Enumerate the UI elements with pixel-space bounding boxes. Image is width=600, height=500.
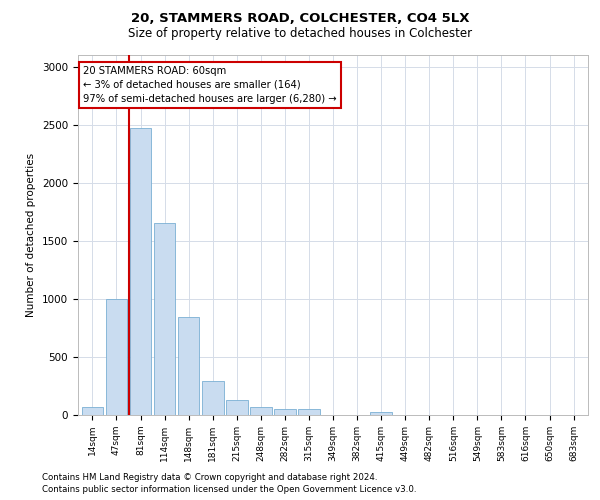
Bar — [202, 382, 224, 415]
Text: Contains public sector information licensed under the Open Government Licence v3: Contains public sector information licen… — [42, 485, 416, 494]
Bar — [130, 128, 151, 415]
Bar — [226, 400, 248, 415]
Bar — [82, 407, 103, 415]
Bar — [370, 412, 392, 415]
Bar — [154, 224, 175, 415]
Bar — [298, 409, 320, 415]
Bar — [178, 318, 199, 415]
Text: 20 STAMMERS ROAD: 60sqm
← 3% of detached houses are smaller (164)
97% of semi-de: 20 STAMMERS ROAD: 60sqm ← 3% of detached… — [83, 66, 337, 104]
Text: 20, STAMMERS ROAD, COLCHESTER, CO4 5LX: 20, STAMMERS ROAD, COLCHESTER, CO4 5LX — [131, 12, 469, 26]
Bar — [106, 299, 127, 415]
Bar — [274, 409, 296, 415]
Bar — [250, 407, 272, 415]
Y-axis label: Number of detached properties: Number of detached properties — [26, 153, 37, 317]
Text: Contains HM Land Registry data © Crown copyright and database right 2024.: Contains HM Land Registry data © Crown c… — [42, 474, 377, 482]
Text: Size of property relative to detached houses in Colchester: Size of property relative to detached ho… — [128, 28, 472, 40]
